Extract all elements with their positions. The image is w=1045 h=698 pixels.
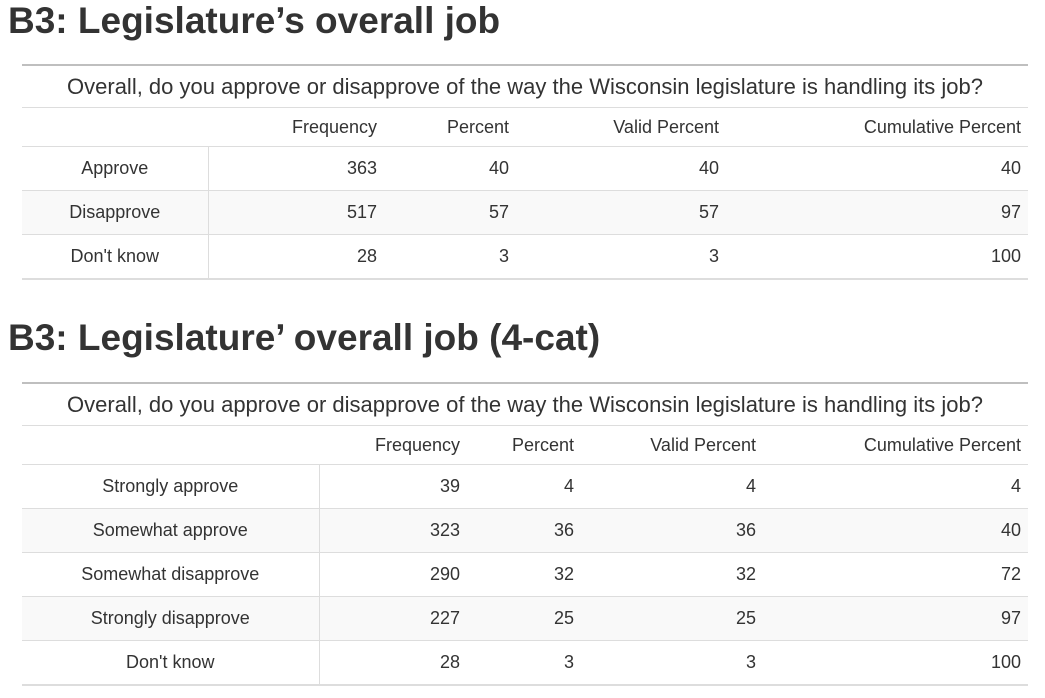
percent-cell: 40 — [384, 146, 516, 191]
row-label: Strongly approve — [22, 464, 320, 509]
frequency-cell: 290 — [319, 552, 467, 597]
valid-percent-cell: 36 — [581, 508, 763, 553]
header-percent: Percent — [384, 108, 516, 147]
percent-cell: 36 — [467, 508, 581, 553]
section-title: B3: Legislature’s overall job — [8, 0, 501, 41]
row-label: Don't know — [22, 640, 320, 686]
frequency-table: Overall, do you approve or disapprove of… — [22, 382, 1028, 686]
cumulative-percent-cell: 100 — [726, 234, 1028, 280]
cumulative-percent-cell: 97 — [763, 596, 1028, 641]
section-title: B3: Legislature’ overall job (4-cat) — [8, 317, 601, 358]
header-frequency: Frequency — [319, 426, 467, 465]
row-label: Approve — [22, 146, 209, 191]
cumulative-percent-cell: 4 — [763, 464, 1028, 509]
header-valid-percent: Valid Percent — [581, 426, 763, 465]
table-caption: Overall, do you approve or disapprove of… — [22, 64, 1028, 108]
table-row: Strongly approve 39 4 4 4 — [22, 464, 1028, 509]
header-row: Frequency Percent Valid Percent Cumulati… — [22, 108, 1028, 147]
percent-cell: 3 — [467, 640, 581, 686]
valid-percent-cell: 4 — [581, 464, 763, 509]
percent-cell: 4 — [467, 464, 581, 509]
valid-percent-cell: 57 — [516, 190, 726, 235]
table-row: Somewhat disapprove 290 32 32 72 — [22, 552, 1028, 597]
frequency-table: Overall, do you approve or disapprove of… — [22, 64, 1028, 280]
header-valid-percent: Valid Percent — [516, 108, 726, 147]
cumulative-percent-cell: 40 — [763, 508, 1028, 553]
cumulative-percent-cell: 100 — [763, 640, 1028, 686]
valid-percent-cell: 40 — [516, 146, 726, 191]
row-label: Somewhat approve — [22, 508, 320, 553]
row-label: Somewhat disapprove — [22, 552, 320, 597]
percent-cell: 25 — [467, 596, 581, 641]
valid-percent-cell: 3 — [516, 234, 726, 280]
cumulative-percent-cell: 97 — [726, 190, 1028, 235]
cumulative-percent-cell: 40 — [726, 146, 1028, 191]
header-cumulative-percent: Cumulative Percent — [763, 426, 1028, 465]
frequency-cell: 28 — [319, 640, 467, 686]
row-label: Disapprove — [22, 190, 209, 235]
cumulative-percent-cell: 72 — [763, 552, 1028, 597]
percent-cell: 57 — [384, 190, 516, 235]
valid-percent-cell: 32 — [581, 552, 763, 597]
row-label: Don't know — [22, 234, 209, 280]
frequency-cell: 227 — [319, 596, 467, 641]
frequency-cell: 28 — [208, 234, 384, 280]
frequency-cell: 323 — [319, 508, 467, 553]
header-row: Frequency Percent Valid Percent Cumulati… — [22, 426, 1028, 465]
percent-cell: 3 — [384, 234, 516, 280]
table-row: Don't know 28 3 3 100 — [22, 640, 1028, 686]
frequency-cell: 363 — [208, 146, 384, 191]
percent-cell: 32 — [467, 552, 581, 597]
table-row: Disapprove 517 57 57 97 — [22, 190, 1028, 235]
header-blank — [22, 108, 208, 147]
table-row: Somewhat approve 323 36 36 40 — [22, 508, 1028, 553]
header-cumulative-percent: Cumulative Percent — [726, 108, 1028, 147]
table-row: Approve 363 40 40 40 — [22, 146, 1028, 191]
table-caption: Overall, do you approve or disapprove of… — [22, 382, 1028, 426]
row-label: Strongly disapprove — [22, 596, 320, 641]
table-row: Strongly disapprove 227 25 25 97 — [22, 596, 1028, 641]
header-percent: Percent — [467, 426, 581, 465]
header-frequency: Frequency — [208, 108, 384, 147]
header-blank — [22, 426, 319, 465]
table-row: Don't know 28 3 3 100 — [22, 234, 1028, 280]
frequency-cell: 39 — [319, 464, 467, 509]
valid-percent-cell: 25 — [581, 596, 763, 641]
valid-percent-cell: 3 — [581, 640, 763, 686]
frequency-cell: 517 — [208, 190, 384, 235]
